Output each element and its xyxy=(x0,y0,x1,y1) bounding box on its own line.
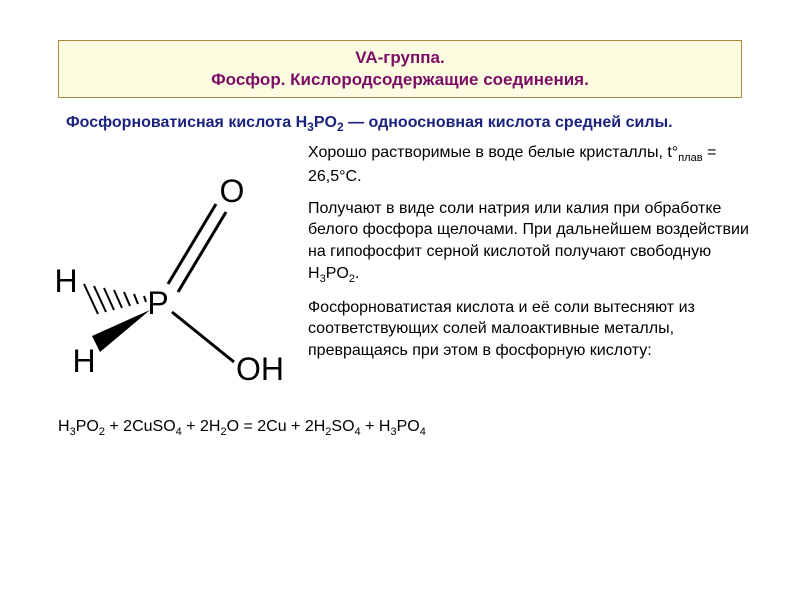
eq-s8: 4 xyxy=(420,426,426,438)
intro-post: — одноосновная кислота средней силы. xyxy=(344,114,673,131)
atom-p: P xyxy=(147,285,168,321)
atom-h1: H xyxy=(54,263,77,299)
intro-sub1: 3 xyxy=(307,120,314,134)
molecule-diagram: P O OH H H xyxy=(38,152,298,412)
slide: VA-группа. Фосфор. Кислородсодержащие со… xyxy=(0,0,800,600)
header-box: VA-группа. Фосфор. Кислородсодержащие со… xyxy=(58,40,742,98)
paragraph-2: Получают в виде соли натрия или калия пр… xyxy=(308,198,762,287)
p1-sub: плав xyxy=(678,152,702,164)
molecule-column: P O OH H H xyxy=(38,142,298,412)
atom-o: O xyxy=(220,173,245,209)
body-row: P O OH H H Хорошо растворимые в воде бел… xyxy=(38,142,762,412)
p2-mid: PO xyxy=(326,265,349,282)
intro-pre: Фосфорноватисная кислота H xyxy=(66,114,307,131)
atom-oh: OH xyxy=(236,351,284,387)
intro-text: Фосфорноватисная кислота H3PO2 — одноосн… xyxy=(38,112,762,136)
header-line1: VA-группа. xyxy=(69,47,731,69)
eq-t8: PO xyxy=(397,418,420,435)
eq-t1: H xyxy=(58,418,70,435)
atom-h2: H xyxy=(72,343,95,379)
paragraph-1: Хорошо растворимые в воде белые кристалл… xyxy=(308,142,762,188)
eq-t3: + 2CuSO xyxy=(105,418,176,435)
eq-t6: SO xyxy=(331,418,354,435)
p1-pre: Хорошо растворимые в воде белые кристалл… xyxy=(308,144,678,161)
text-column: Хорошо растворимые в воде белые кристалл… xyxy=(308,142,762,412)
intro-mid1: PO xyxy=(314,114,337,131)
eq-t7: + H xyxy=(361,418,391,435)
intro-sub2: 2 xyxy=(337,120,344,134)
header-line2: Фосфор. Кислородсодержащие соединения. xyxy=(69,69,731,91)
paragraph-3: Фосфорноватистая кислота и её соли вытес… xyxy=(308,297,762,362)
eq-t2: PO xyxy=(76,418,99,435)
p2-end: . xyxy=(355,265,359,282)
eq-t4: + 2H xyxy=(182,418,221,435)
p2-main: Получают в виде соли натрия или калия пр… xyxy=(308,200,749,282)
eq-t5: O = 2Cu + 2H xyxy=(227,418,326,435)
equation: H3PO2 + 2CuSO4 + 2H2O = 2Cu + 2H2SO4 + H… xyxy=(38,418,762,438)
